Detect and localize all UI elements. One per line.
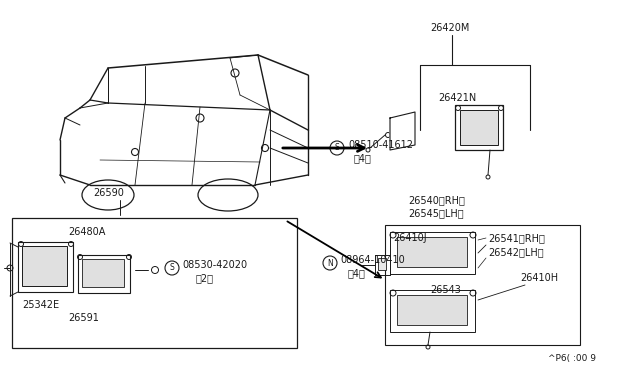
Text: 26545（LH）: 26545（LH） — [408, 208, 463, 218]
Bar — [460, 110, 498, 145]
Bar — [22, 246, 67, 286]
Bar — [12, 218, 297, 348]
Text: 08964-10410: 08964-10410 — [340, 255, 404, 265]
Bar — [82, 259, 124, 287]
Text: 25342E: 25342E — [22, 300, 59, 310]
Text: N: N — [327, 259, 333, 267]
Bar — [393, 121, 411, 141]
Text: 08530-42020: 08530-42020 — [182, 260, 247, 270]
Bar — [18, 242, 73, 292]
Bar — [390, 232, 475, 274]
Text: 26541（RH）: 26541（RH） — [488, 233, 545, 243]
Bar — [397, 295, 467, 325]
Text: S: S — [170, 263, 174, 273]
Text: 26543: 26543 — [430, 285, 461, 295]
Text: 〈2〉: 〈2〉 — [196, 273, 214, 283]
Text: 08510-41612: 08510-41612 — [348, 140, 413, 150]
Text: 26590: 26590 — [93, 188, 124, 198]
Bar — [385, 225, 580, 345]
Bar — [390, 290, 475, 332]
Text: （4）: （4） — [348, 268, 366, 278]
Polygon shape — [390, 112, 415, 150]
Text: 26420M: 26420M — [430, 23, 469, 33]
Text: ^P6( :00 9: ^P6( :00 9 — [548, 353, 596, 362]
Text: 26591: 26591 — [68, 313, 99, 323]
Text: 26421N: 26421N — [438, 93, 476, 103]
Bar — [378, 258, 386, 270]
Text: 26542（LH）: 26542（LH） — [488, 247, 543, 257]
Bar — [78, 255, 130, 293]
Bar — [397, 237, 467, 267]
Text: 26480A: 26480A — [68, 227, 106, 237]
Text: 26410J: 26410J — [393, 233, 427, 243]
Text: S: S — [335, 144, 339, 153]
Bar — [455, 105, 503, 150]
Text: 26410H: 26410H — [520, 273, 558, 283]
Text: 26540（RH）: 26540（RH） — [408, 195, 465, 205]
Text: （4）: （4） — [354, 153, 372, 163]
